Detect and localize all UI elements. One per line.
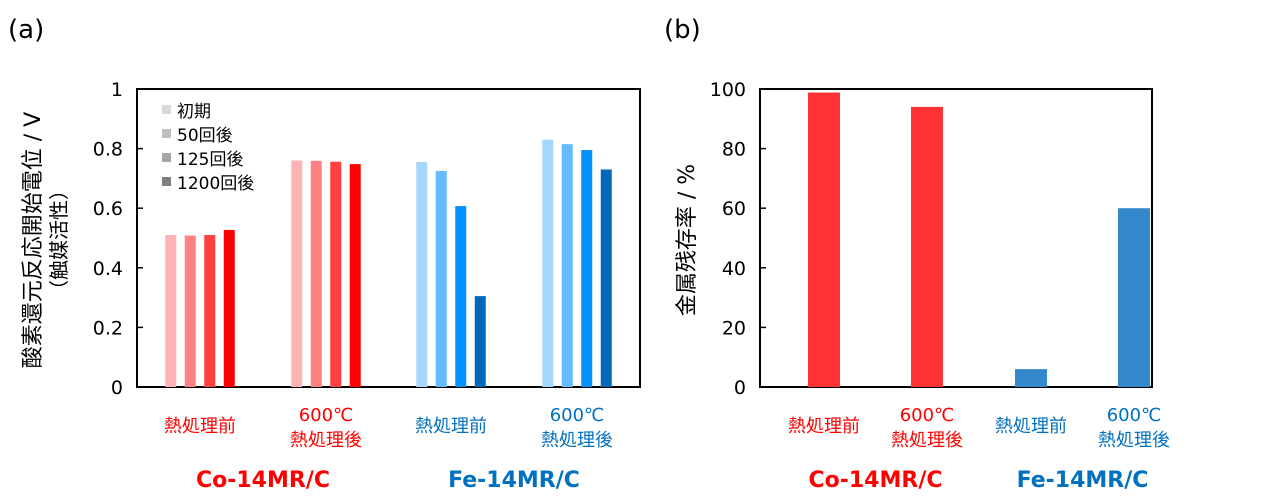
category-label-line1: 600℃ xyxy=(299,405,354,426)
bar xyxy=(184,235,196,387)
bar xyxy=(223,229,235,387)
legend-label: 初期 xyxy=(177,102,211,122)
bar xyxy=(561,144,573,387)
category-label: 熱処理前 xyxy=(995,416,1067,437)
plot-frame xyxy=(759,88,1153,388)
category-label-line2: 熱処理後 xyxy=(891,430,963,451)
y-tick-label: 80 xyxy=(722,139,746,161)
group-label: Fe-14MR/C xyxy=(448,468,580,493)
plot-frame xyxy=(136,88,641,388)
bar xyxy=(435,170,447,387)
legend-swatch xyxy=(162,105,171,114)
y-tick-label: 0.4 xyxy=(93,258,123,280)
y-tick-label: 0 xyxy=(111,377,123,399)
bar xyxy=(291,160,303,387)
bar xyxy=(416,162,428,387)
bar xyxy=(808,92,840,388)
y-tick-label: 0.2 xyxy=(93,317,123,339)
legend-label: 125回後 xyxy=(177,150,243,170)
bar xyxy=(349,164,361,387)
legend-label: 1200回後 xyxy=(177,174,254,194)
bar xyxy=(474,296,486,387)
y-tick-label: 100 xyxy=(710,79,746,101)
y-tick-label: 20 xyxy=(722,317,746,339)
bar xyxy=(1118,208,1150,387)
group-label: Co-14MR/C xyxy=(808,468,942,493)
ylabel-a: 酸素還元反応開始電位 / V （触媒活性） xyxy=(21,112,71,368)
y-tick-label: 1 xyxy=(111,79,123,101)
panel-label-b: (b) xyxy=(664,15,701,45)
category-label-line1: 600℃ xyxy=(900,405,955,426)
legend-swatch xyxy=(162,153,171,162)
bar xyxy=(165,235,177,387)
bar xyxy=(1015,369,1047,387)
bar xyxy=(600,169,612,387)
bar xyxy=(911,106,943,387)
bar xyxy=(310,160,322,387)
ylabel-a-line1: 酸素還元反応開始電位 / V xyxy=(21,112,46,368)
category-label-line1: 600℃ xyxy=(1107,405,1162,426)
y-tick-label: 60 xyxy=(722,198,746,220)
category-label: 熱処理前 xyxy=(788,416,860,437)
group-label: Co-14MR/C xyxy=(196,468,330,493)
legend-label: 50回後 xyxy=(177,126,233,146)
category-label-line2: 熱処理後 xyxy=(1098,430,1170,451)
y-tick-label: 0 xyxy=(734,377,746,399)
bar xyxy=(542,139,554,387)
legend-swatch xyxy=(162,129,171,138)
group-label: Fe-14MR/C xyxy=(1017,468,1149,493)
plot-area-b: 0 20 40 60 80 100 熱処理前 600℃ 熱処理後 熱処理前 600℃ 熱処理後 Co-1… xyxy=(710,79,1170,493)
ylabel-a-line2: （触媒活性） xyxy=(47,180,71,300)
category-label-line2: 熱処理後 xyxy=(290,430,362,451)
category-label: 熱処理前 xyxy=(164,416,236,437)
y-tick-label: 0.8 xyxy=(93,139,123,161)
bar xyxy=(455,206,467,387)
category-label-line2: 熱処理後 xyxy=(541,430,613,451)
ylabel-b: 金属残存率 / % xyxy=(675,164,700,316)
bar xyxy=(204,235,216,387)
y-tick-label: 40 xyxy=(722,258,746,280)
category-label-line1: 600℃ xyxy=(550,405,605,426)
category-label: 熱処理前 xyxy=(415,416,487,437)
y-tick-label: 0.6 xyxy=(93,198,123,220)
bar xyxy=(581,150,593,387)
legend-swatch xyxy=(162,177,171,186)
panel-label-a: (a) xyxy=(8,15,44,45)
bar xyxy=(330,161,342,387)
